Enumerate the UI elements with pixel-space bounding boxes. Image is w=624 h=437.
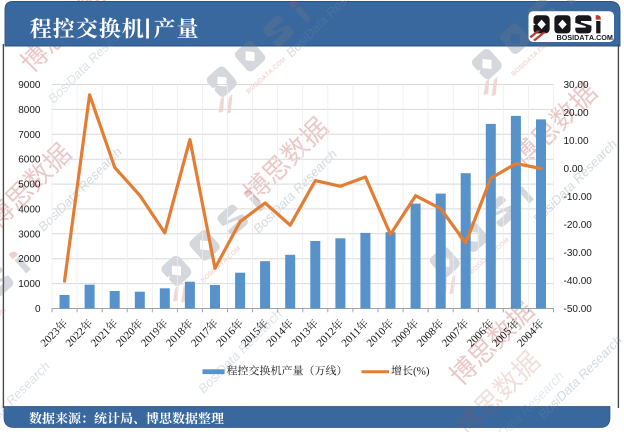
svg-text:6000: 6000	[18, 155, 41, 166]
svg-text:-30.00: -30.00	[564, 248, 593, 259]
svg-text:0: 0	[35, 304, 41, 315]
svg-text:1000: 1000	[18, 279, 41, 290]
svg-text:5000: 5000	[18, 180, 41, 191]
svg-text:-20.00: -20.00	[564, 220, 593, 231]
svg-text:3000: 3000	[18, 229, 41, 240]
svg-text:-10.00: -10.00	[564, 192, 593, 203]
svg-text:9000: 9000	[18, 80, 41, 91]
svg-text:-50.00: -50.00	[564, 304, 593, 315]
svg-text:7000: 7000	[18, 130, 41, 141]
svg-text:4000: 4000	[18, 204, 41, 215]
svg-text:10.00: 10.00	[564, 136, 589, 147]
svg-text:20.00: 20.00	[564, 108, 589, 119]
svg-text:2000: 2000	[18, 254, 41, 265]
svg-text:30.00: 30.00	[564, 80, 589, 91]
svg-text:-40.00: -40.00	[564, 276, 593, 287]
svg-text:8000: 8000	[18, 105, 41, 116]
svg-text:0.00: 0.00	[564, 164, 584, 175]
